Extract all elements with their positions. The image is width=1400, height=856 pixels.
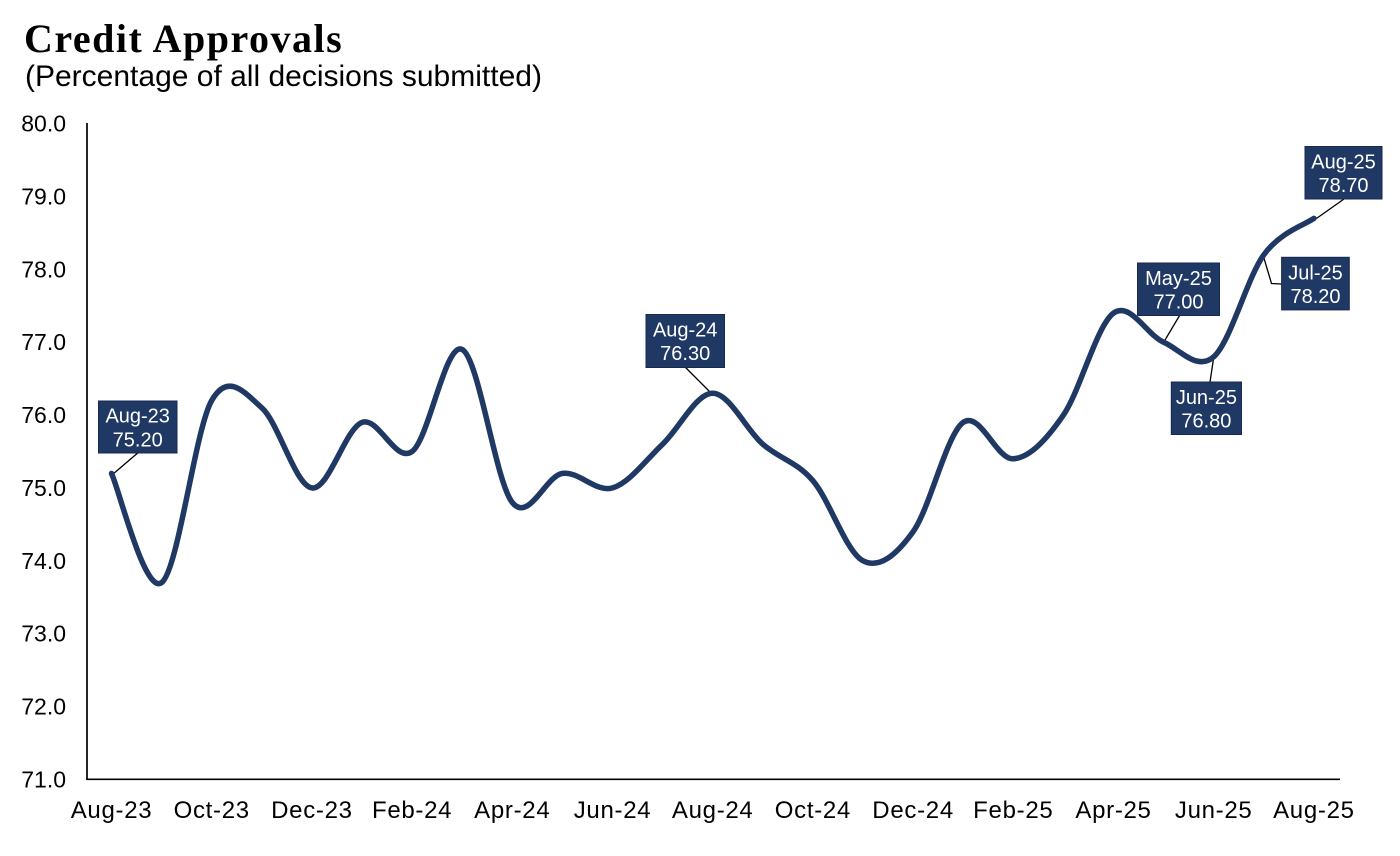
svg-text:Dec-23: Dec-23 [271, 797, 353, 824]
svg-text:May-25: May-25 [1145, 268, 1212, 290]
svg-text:Aug-25: Aug-25 [1311, 152, 1376, 174]
svg-text:78.20: 78.20 [1290, 286, 1340, 308]
svg-text:80.0: 80.0 [21, 111, 66, 137]
svg-text:Apr-25: Apr-25 [1075, 797, 1151, 824]
svg-text:Aug-23: Aug-23 [71, 797, 153, 824]
svg-text:Aug-25: Aug-25 [1273, 797, 1355, 824]
svg-text:79.0: 79.0 [21, 184, 66, 210]
svg-text:Aug-24: Aug-24 [653, 320, 718, 342]
svg-text:76.30: 76.30 [660, 343, 710, 365]
svg-text:76.80: 76.80 [1181, 411, 1231, 433]
svg-text:Feb-24: Feb-24 [372, 797, 452, 824]
svg-text:77.0: 77.0 [21, 329, 66, 355]
svg-text:74.0: 74.0 [21, 548, 66, 574]
svg-text:78.0: 78.0 [21, 256, 66, 282]
svg-text:Feb-25: Feb-25 [973, 797, 1053, 824]
svg-text:Dec-24: Dec-24 [872, 797, 954, 824]
svg-text:Aug-24: Aug-24 [672, 797, 754, 824]
svg-text:Jun-25: Jun-25 [1176, 387, 1237, 409]
svg-text:71.0: 71.0 [21, 766, 66, 792]
svg-text:Oct-24: Oct-24 [775, 797, 851, 824]
svg-text:Jul-25: Jul-25 [1288, 262, 1342, 284]
svg-text:77.00: 77.00 [1153, 292, 1203, 314]
svg-text:75.20: 75.20 [113, 429, 163, 451]
svg-text:75.0: 75.0 [21, 475, 66, 501]
svg-text:Jun-24: Jun-24 [574, 797, 652, 824]
svg-text:Oct-23: Oct-23 [174, 797, 250, 824]
svg-text:72.0: 72.0 [21, 694, 66, 720]
svg-text:Jun-25: Jun-25 [1175, 797, 1253, 824]
svg-text:73.0: 73.0 [21, 621, 66, 647]
svg-text:78.70: 78.70 [1318, 175, 1368, 197]
svg-text:76.0: 76.0 [21, 402, 66, 428]
svg-text:Aug-23: Aug-23 [105, 406, 170, 428]
svg-text:Apr-24: Apr-24 [474, 797, 550, 824]
